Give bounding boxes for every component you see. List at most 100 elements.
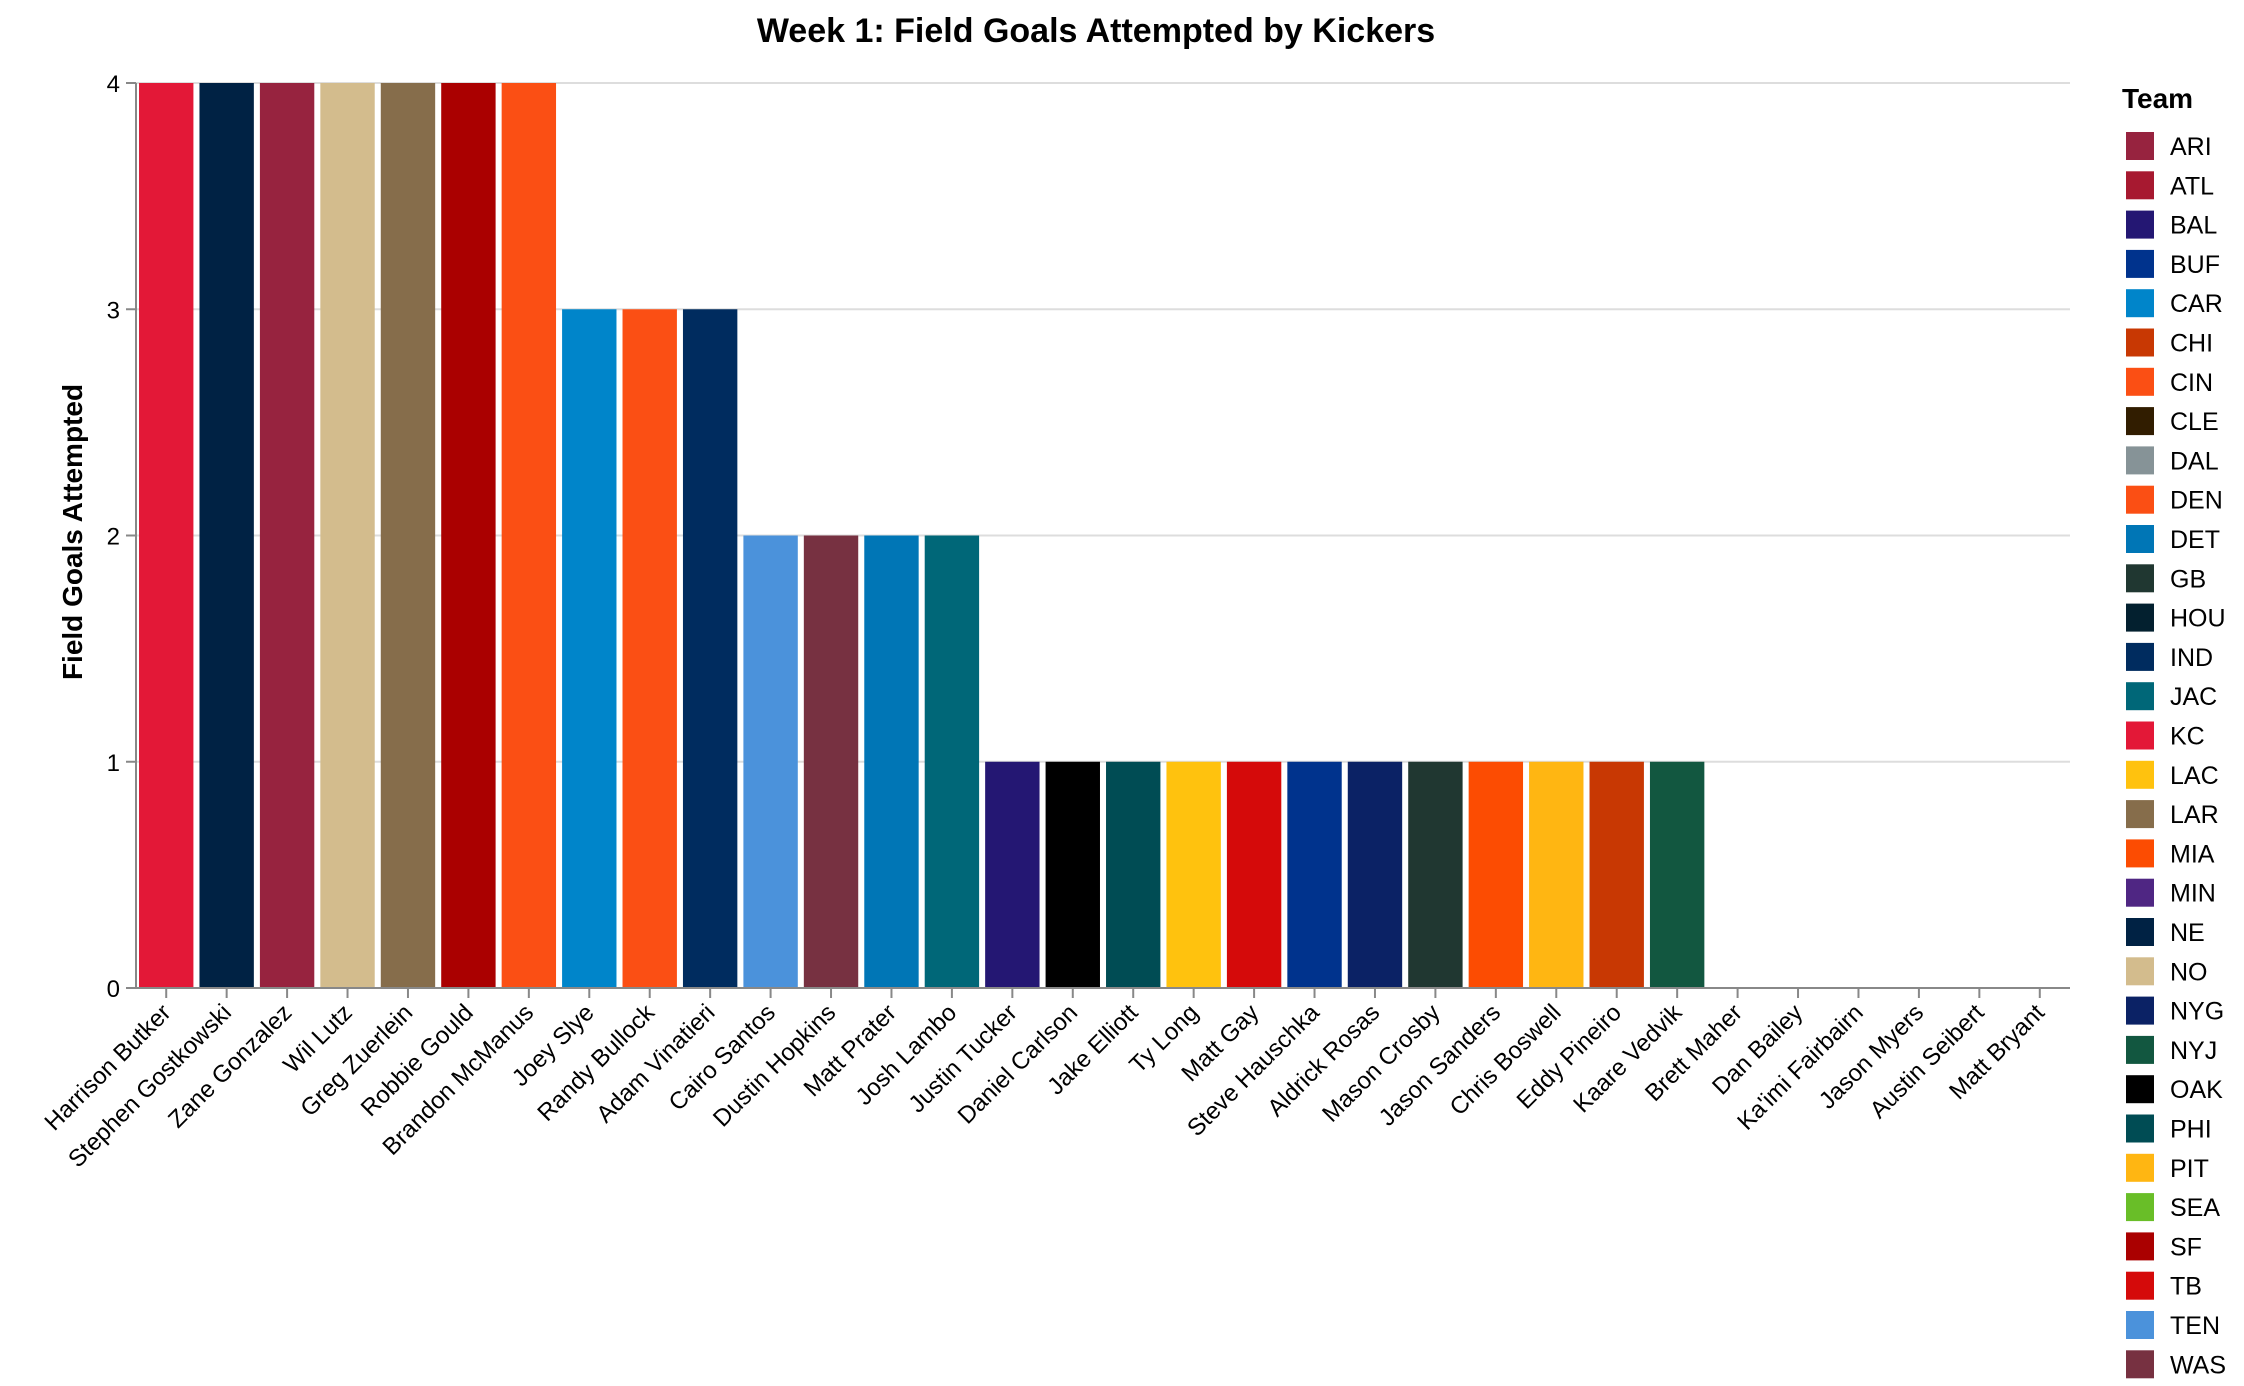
- legend-swatch: [2126, 1114, 2154, 1143]
- legend-label: TEN: [2170, 1312, 2220, 1340]
- legend-label: PHI: [2170, 1116, 2212, 1144]
- legend-swatch: [2126, 328, 2154, 357]
- bar: [1649, 761, 1705, 988]
- bar: [803, 535, 859, 988]
- legend-swatch: [2126, 249, 2154, 278]
- legend-swatch: [2126, 289, 2154, 318]
- legend-label: OAK: [2170, 1076, 2223, 1104]
- legend-swatch: [2126, 1153, 2154, 1182]
- bars: [139, 83, 1705, 988]
- legend-label: KC: [2170, 723, 2205, 751]
- legend-label: MIN: [2170, 880, 2216, 908]
- bar: [1589, 761, 1644, 988]
- bar: [743, 535, 798, 988]
- legend-label: LAC: [2170, 762, 2219, 790]
- bar: [380, 83, 436, 988]
- bar: [1468, 761, 1524, 988]
- legend-label: CHI: [2170, 330, 2213, 358]
- legend-label: MIA: [2170, 840, 2215, 868]
- legend-swatch: [2126, 1035, 2154, 1064]
- legend-label: LAR: [2170, 801, 2219, 829]
- bar: [864, 535, 919, 988]
- legend-swatch: [2126, 721, 2154, 750]
- bar: [1166, 761, 1221, 988]
- bar: [199, 83, 254, 988]
- legend-label: CIN: [2170, 369, 2213, 397]
- y-tick-label: 2: [107, 524, 120, 551]
- legend-swatch: [2126, 1075, 2154, 1104]
- legend-swatch: [2126, 800, 2154, 829]
- legend-swatch: [2126, 525, 2154, 553]
- legend-label: CAR: [2170, 290, 2223, 318]
- legend-swatch: [2126, 485, 2154, 514]
- legend-swatch: [2126, 996, 2154, 1025]
- legend-label: NYG: [2170, 998, 2224, 1026]
- y-axis-ticks: 0 1 2 3 4: [107, 71, 136, 1003]
- legend-label: DEN: [2170, 487, 2223, 515]
- legend-swatch: [2126, 642, 2154, 671]
- bar: [139, 83, 194, 988]
- y-tick-label: 3: [107, 297, 120, 324]
- bar: [1347, 761, 1403, 988]
- bar: [924, 535, 980, 988]
- legend-label: TB: [2170, 1273, 2202, 1301]
- bar: [259, 83, 315, 988]
- y-axis-title: Field Goals Attempted: [57, 384, 88, 680]
- legend-label: BUF: [2170, 251, 2220, 279]
- legend-label: DAL: [2170, 447, 2219, 475]
- legend-swatch: [2126, 367, 2154, 396]
- legend-swatch: [2126, 407, 2154, 436]
- legend-label: BAL: [2170, 212, 2217, 240]
- bar: [441, 83, 496, 988]
- legend-swatch: [2126, 878, 2154, 907]
- legend-title: Team: [2122, 83, 2193, 114]
- y-tick-label: 4: [107, 71, 120, 98]
- bar: [1226, 761, 1282, 988]
- bar: [622, 309, 677, 988]
- y-tick-label: 1: [107, 750, 120, 777]
- legend-swatch: [2126, 1350, 2154, 1379]
- legend-label: CLE: [2170, 408, 2219, 436]
- legend-swatch: [2126, 918, 2154, 946]
- legend-label: JAC: [2170, 683, 2217, 711]
- bar: [985, 761, 1040, 988]
- legend-label: NYJ: [2170, 1037, 2217, 1065]
- legend-swatch: [2126, 1232, 2154, 1261]
- legend: Team ARI ATL BAL BUF CAR CHI CIN CLE DAL DEN DET GB…: [2122, 83, 2226, 1379]
- legend-swatch: [2126, 1311, 2154, 1339]
- legend-swatch: [2126, 1271, 2154, 1300]
- legend-swatch: [2126, 446, 2154, 475]
- legend-swatch: [2126, 682, 2154, 711]
- legend-label: PIT: [2170, 1155, 2209, 1183]
- legend-label: SF: [2170, 1233, 2202, 1261]
- legend-label: ARI: [2170, 133, 2212, 161]
- legend-swatch: [2126, 1193, 2154, 1222]
- legend-swatch: [2126, 839, 2154, 868]
- legend-swatch: [2126, 957, 2154, 986]
- legend-swatch: [2126, 132, 2154, 160]
- bar: [1106, 761, 1161, 988]
- legend-swatch: [2126, 171, 2154, 200]
- legend-label: HOU: [2170, 605, 2226, 633]
- legend-label: NE: [2170, 919, 2205, 947]
- bar: [562, 309, 617, 988]
- legend-label: NO: [2170, 958, 2208, 986]
- chart-title: Week 1: Field Goals Attempted by Kickers: [757, 12, 1435, 50]
- legend-label: DET: [2170, 526, 2220, 554]
- legend-label: ATL: [2170, 172, 2214, 200]
- legend-label: WAS: [2170, 1351, 2226, 1379]
- legend-swatch: [2126, 760, 2154, 789]
- y-tick-label: 0: [107, 976, 120, 1003]
- legend-swatch: [2126, 564, 2154, 593]
- bar: [1045, 761, 1100, 988]
- legend-label: GB: [2170, 565, 2206, 593]
- legend-swatch: [2126, 210, 2154, 239]
- bar: [1408, 761, 1463, 988]
- bar: [1529, 761, 1584, 988]
- bar: [1287, 761, 1342, 988]
- bar: [682, 309, 738, 988]
- bar: [501, 83, 557, 988]
- legend-label: IND: [2170, 644, 2213, 672]
